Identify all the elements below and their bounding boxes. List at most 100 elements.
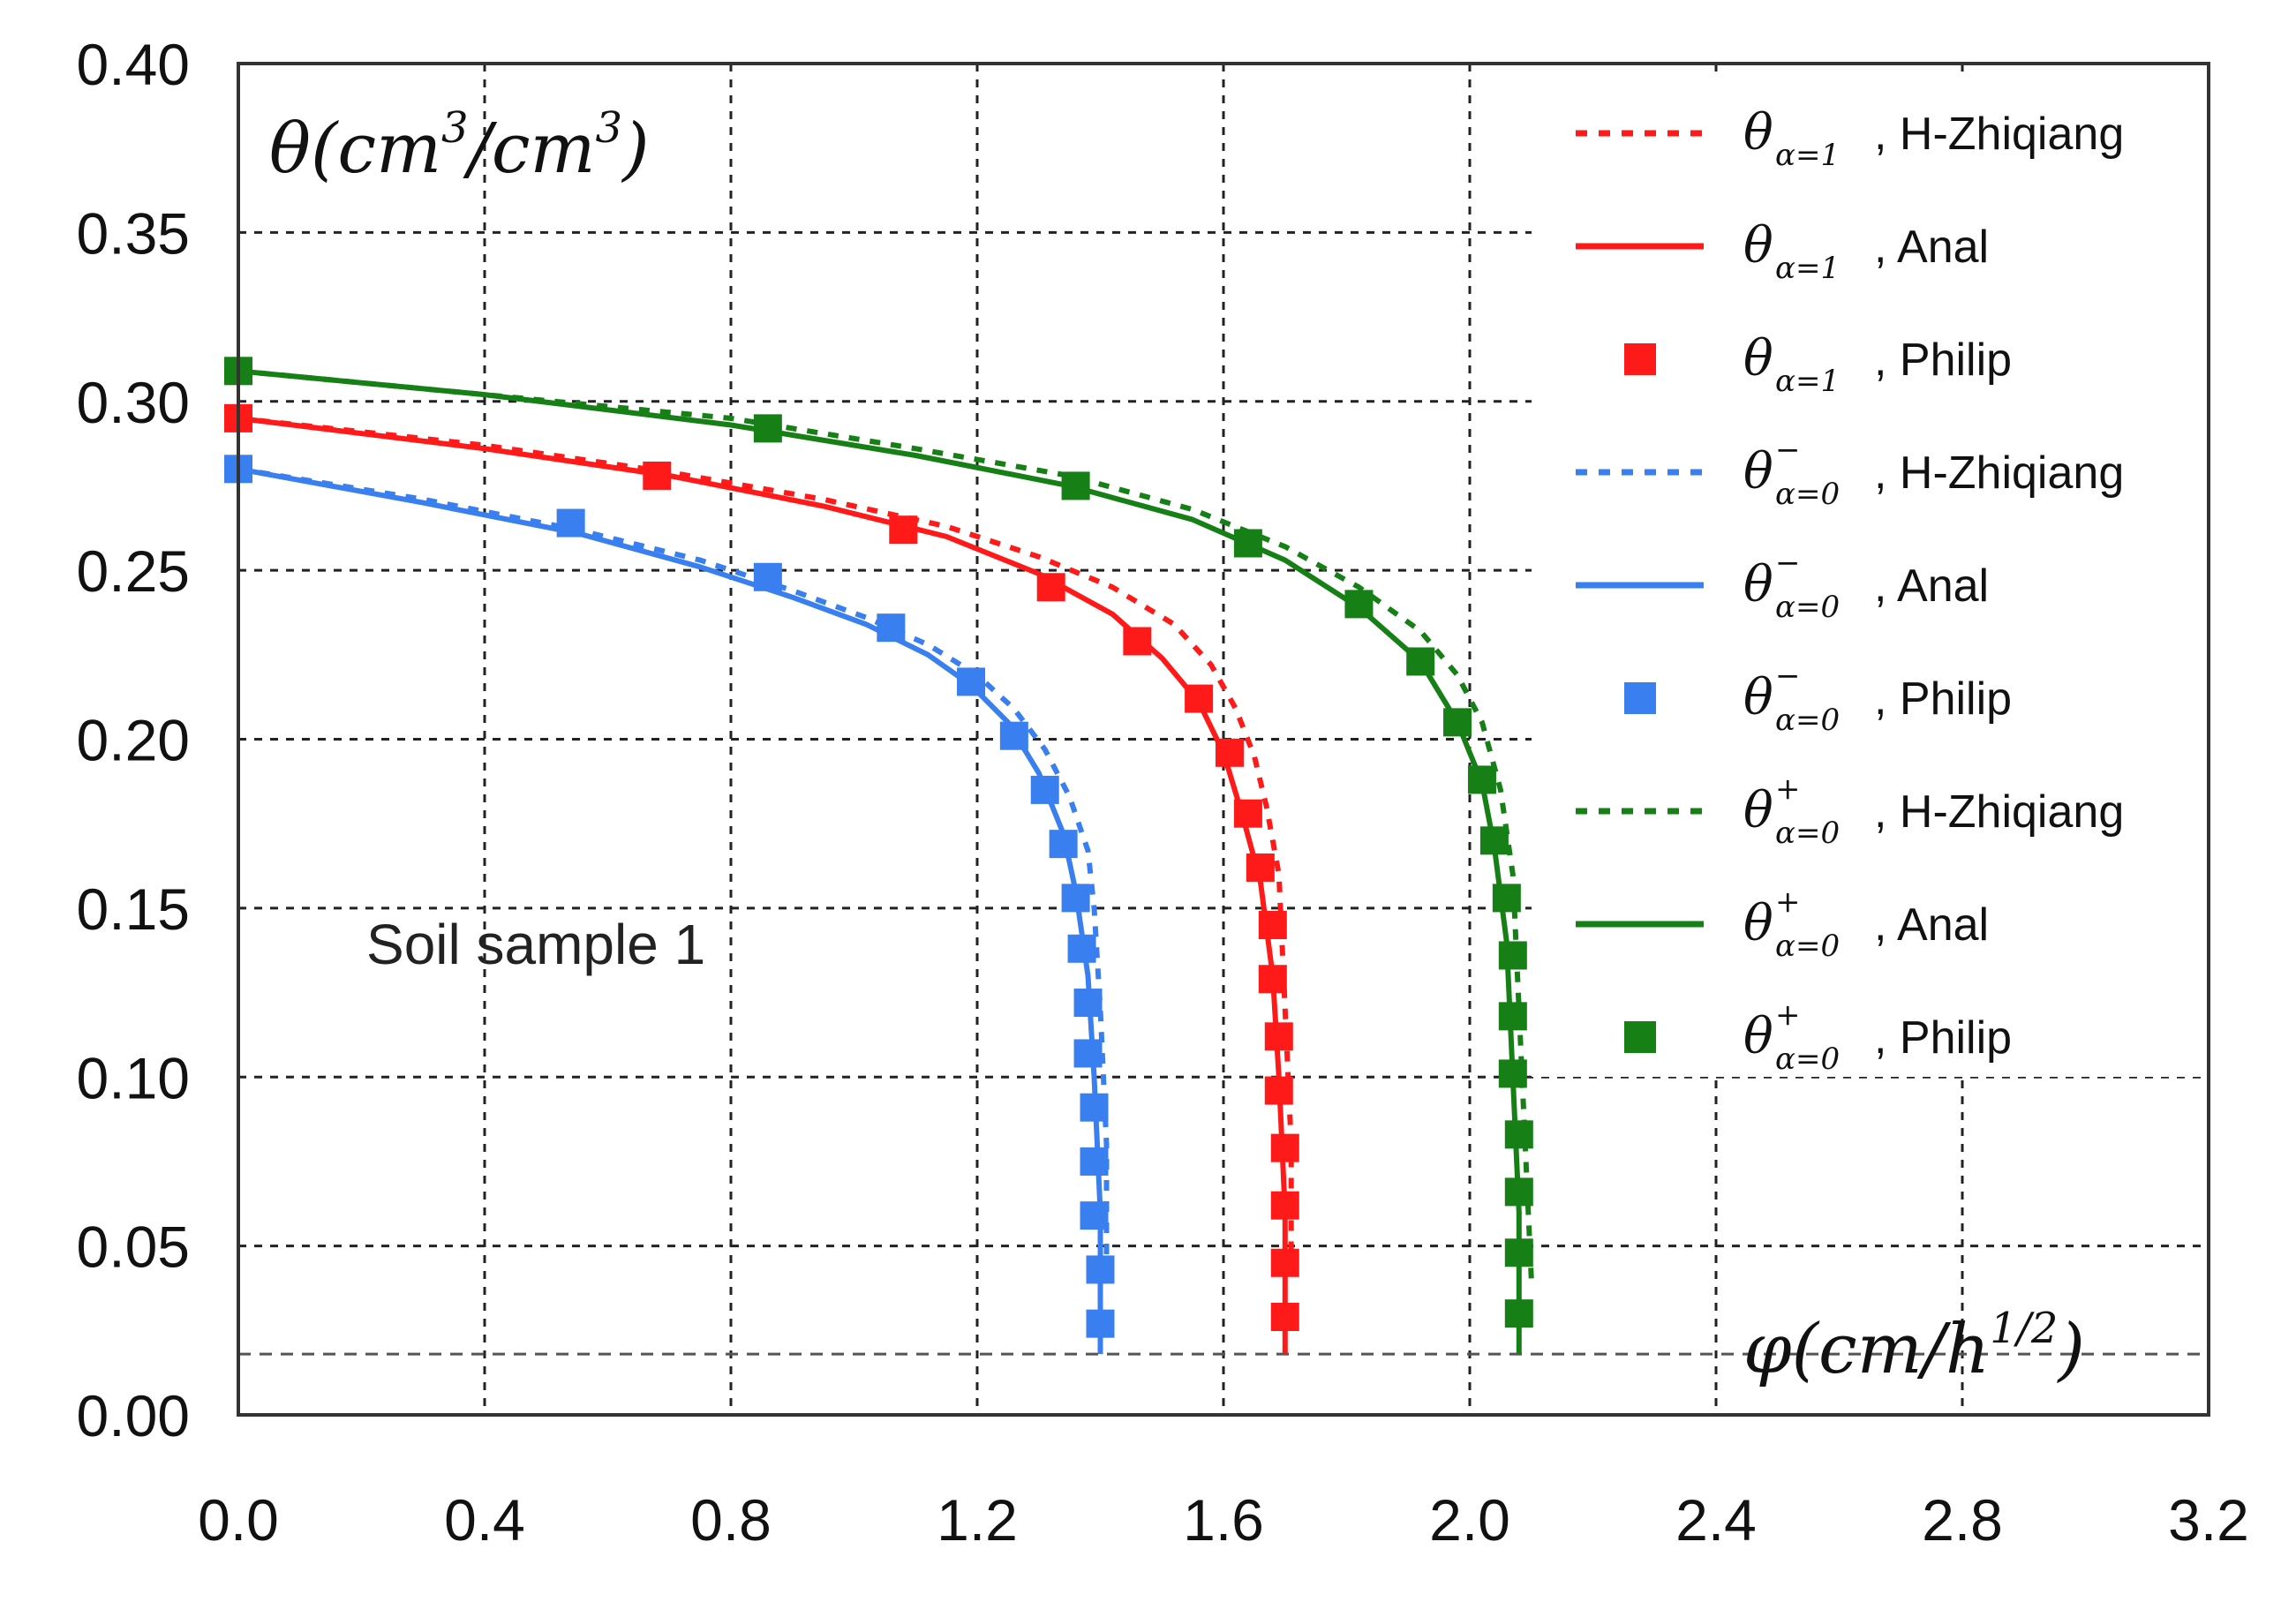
plot-frame — [237, 62, 2210, 1417]
legend-entry: θ − α=0 , Anal — [1576, 545, 1989, 625]
data-point-marker — [1073, 1039, 1103, 1068]
y-axis-title-mid: /cm — [463, 109, 596, 189]
y-tick-label: 0.10 — [77, 1045, 190, 1110]
data-point-marker — [1061, 471, 1090, 500]
legend-sub: α=0 — [1775, 816, 1840, 851]
tick-layer: 0.0 0.4 0.8 1.2 1.6 2.0 2.4 2.8 3.2 0.00 0.05 0.10 0… — [77, 32, 2249, 1553]
data-point-marker — [1498, 1002, 1527, 1031]
series-line — [237, 466, 1110, 1280]
data-point-marker — [1264, 1022, 1293, 1051]
x-tick-label: 2.0 — [1429, 1487, 1510, 1553]
data-point-marker — [1067, 934, 1096, 963]
legend-label: , H-Zhiqiang — [1874, 448, 2124, 499]
y-axis-title: θ(cm3/cm3) — [269, 103, 650, 189]
data-point-marker — [999, 721, 1028, 750]
data-point-marker — [753, 414, 782, 443]
data-point-marker — [1080, 1093, 1109, 1122]
legend-sup: − — [1775, 432, 1801, 468]
data-point-marker — [1498, 941, 1527, 970]
data-point-marker — [1215, 738, 1244, 767]
y-tick-label: 0.40 — [77, 32, 190, 97]
data-point-marker — [1080, 1201, 1109, 1230]
x-tick-label: 2.8 — [1922, 1487, 2003, 1553]
legend-entry: θ − α=0 , Philip — [1624, 658, 2012, 738]
x-tick-label: 1.2 — [937, 1487, 1018, 1553]
legend-symbol: θ — [1743, 330, 1773, 387]
legend-sub: α=0 — [1775, 703, 1840, 738]
data-point-marker — [1086, 1255, 1115, 1284]
legend-label: , Anal — [1874, 560, 1989, 612]
legend-label: , Philip — [1874, 335, 2012, 386]
x-tick-label: 0.0 — [198, 1487, 279, 1553]
data-point-marker — [1467, 765, 1496, 794]
series-line — [237, 466, 1103, 1355]
data-point-marker — [1123, 627, 1152, 656]
legend-sup: + — [1775, 884, 1801, 920]
series-line — [237, 415, 1294, 1280]
legend-symbol: θ — [1743, 104, 1773, 162]
legend-entry: θ + α=0 , Philip — [1624, 997, 2012, 1077]
data-point-marker — [1344, 590, 1374, 619]
legend-box — [1532, 75, 2202, 1077]
legend-symbol: θ — [1743, 1008, 1773, 1065]
data-point-marker — [1504, 1120, 1533, 1149]
x-axis-title-sup: 1/2 — [1990, 1304, 2058, 1353]
data-point-marker — [1492, 884, 1521, 913]
data-point-marker — [1233, 529, 1262, 558]
data-point-marker — [1504, 1238, 1533, 1267]
legend-sub: α=0 — [1775, 1042, 1840, 1077]
y-tick-label: 0.00 — [77, 1383, 190, 1448]
legend-entry: θ + α=0 , H-Zhiqiang — [1576, 771, 2124, 851]
legend-symbol: θ — [1743, 669, 1773, 726]
legend-label: , Philip — [1874, 1012, 2012, 1064]
legend-symbol: θ — [1743, 556, 1773, 613]
legend-sub: α=0 — [1775, 590, 1840, 625]
data-point-marker — [1270, 1133, 1299, 1162]
x-axis-title: φ(cm/h1/2) — [1743, 1304, 2085, 1389]
legend-symbol: θ — [1743, 443, 1773, 500]
x-tick-label: 1.6 — [1183, 1487, 1264, 1553]
data-point-marker — [1498, 1059, 1527, 1088]
data-point-marker — [1504, 1177, 1533, 1207]
legend-label: , H-Zhiqiang — [1874, 786, 2124, 838]
legend-entry: θ + α=0 , Anal — [1576, 884, 1989, 964]
data-point-marker — [1073, 989, 1103, 1018]
data-point-marker — [1185, 684, 1214, 713]
data-point-marker — [1233, 799, 1262, 828]
data-point-marker — [753, 562, 782, 591]
data-point-marker — [1061, 884, 1090, 913]
x-tick-label: 0.8 — [690, 1487, 772, 1553]
legend-entry: θ α=1 , Philip — [1624, 330, 2012, 399]
x-tick-label: 3.2 — [2168, 1487, 2249, 1553]
legend-symbol: θ — [1743, 782, 1773, 839]
data-point-marker — [1246, 853, 1275, 882]
legend-marker — [1624, 1021, 1656, 1053]
legend-label: , H-Zhiqiang — [1874, 109, 2124, 160]
legend-entry: θ α=1 , H-Zhiqiang — [1576, 104, 2124, 173]
x-axis-title-sym: φ(cm/h — [1743, 1310, 1990, 1389]
legend-label: , Philip — [1874, 673, 2012, 725]
data-point-marker — [1270, 1191, 1299, 1220]
legend-sub: α=0 — [1775, 929, 1840, 964]
legend-marker — [1624, 343, 1656, 375]
legend-sup: − — [1775, 545, 1801, 581]
y-axis-title-sup2: 3 — [596, 103, 623, 153]
data-point-marker — [1270, 1248, 1299, 1277]
legend-sub: α=1 — [1775, 251, 1840, 286]
series-line — [237, 368, 1534, 1281]
x-tick-label: 0.4 — [444, 1487, 525, 1553]
y-axis-title-sup1: 3 — [441, 103, 469, 153]
legend-sub: α=0 — [1775, 477, 1840, 512]
data-point-marker — [1030, 775, 1059, 804]
legend-sup: − — [1775, 658, 1801, 694]
legend-label: , Anal — [1874, 899, 1989, 951]
y-tick-label: 0.05 — [77, 1215, 190, 1280]
data-point-marker — [1504, 1299, 1533, 1328]
legend-symbol: θ — [1743, 895, 1773, 952]
data-point-marker — [1264, 1076, 1293, 1105]
data-point-marker — [1086, 1309, 1115, 1338]
x-axis-title-end: ) — [2056, 1310, 2084, 1389]
y-tick-label: 0.15 — [77, 876, 190, 942]
